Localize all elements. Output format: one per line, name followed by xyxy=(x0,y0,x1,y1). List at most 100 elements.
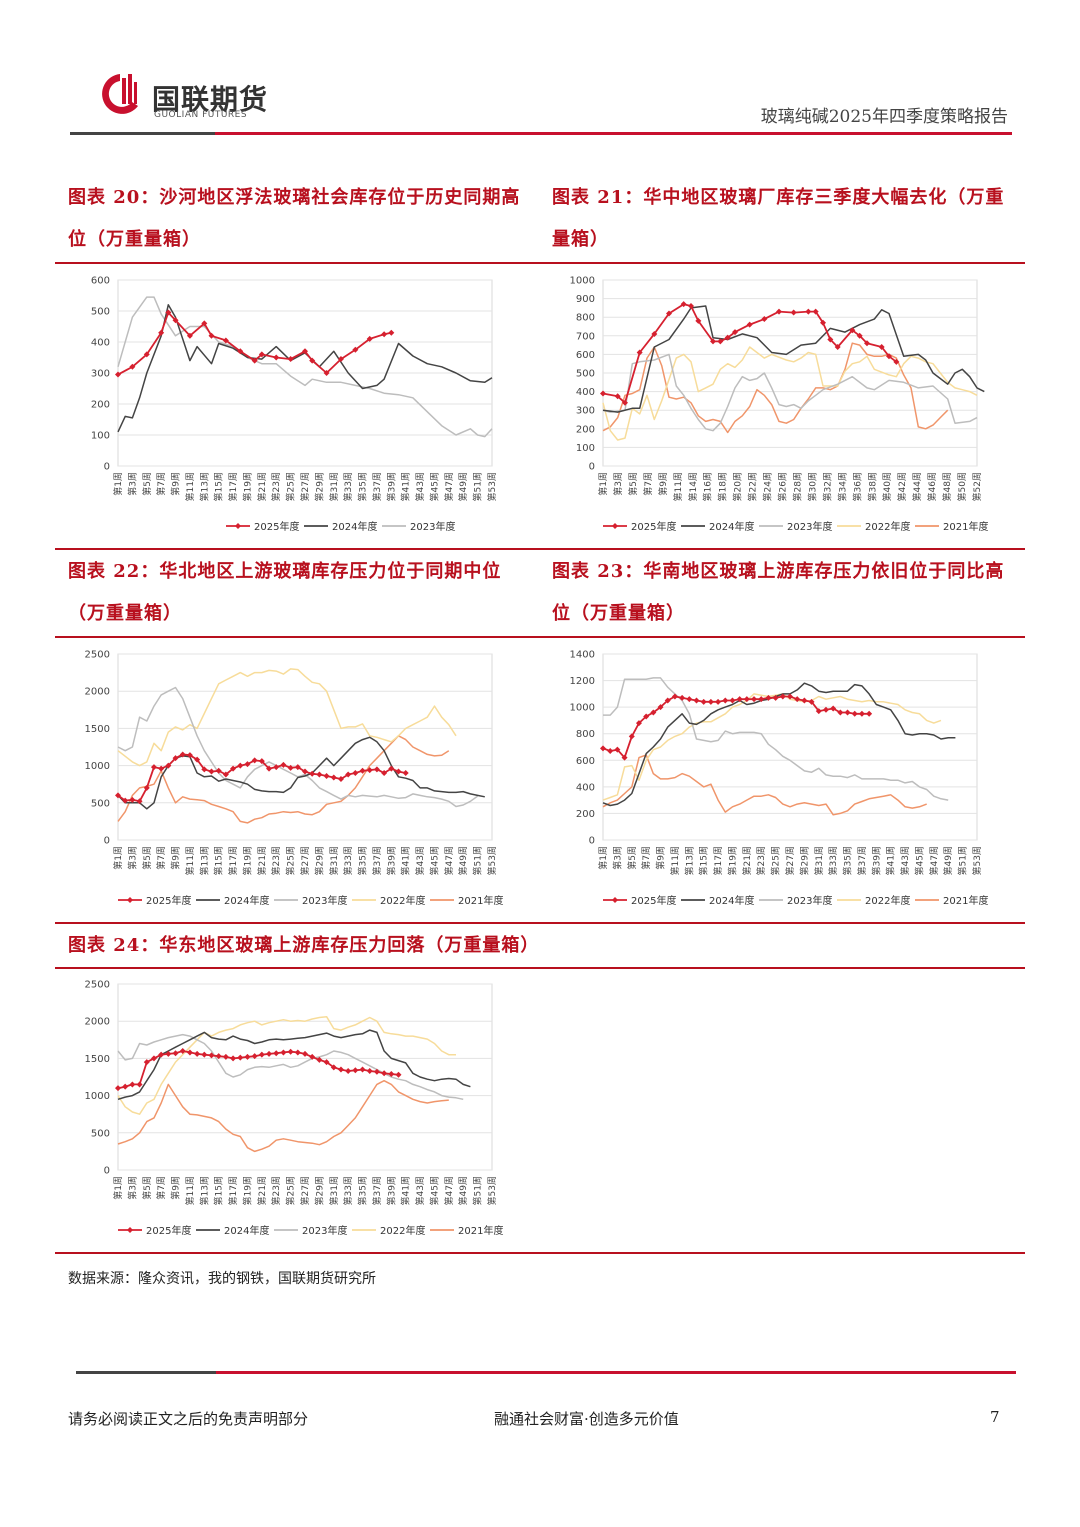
figure-title-21-text: 图表 21：华中地区玻璃厂库存三季度大幅去化（万重量箱） xyxy=(552,187,1005,250)
series-point xyxy=(787,693,793,700)
x-tick-label: 第25周 xyxy=(285,1176,297,1205)
series-point xyxy=(179,1047,186,1054)
series-point xyxy=(366,767,373,774)
y-tick-label: 300 xyxy=(576,406,595,417)
x-tick-label: 第48周 xyxy=(941,472,953,501)
series-line-2021年度 xyxy=(117,1079,449,1153)
chart-fig22: 05001000150020002500第1周 第3周 第5周 第7周 第9周 第11周第… xyxy=(85,650,504,908)
series-point xyxy=(258,1051,265,1058)
company-name-en: GUOLIAN FUTURES xyxy=(154,110,248,120)
series-point xyxy=(893,358,900,365)
x-tick-label: 第35周 xyxy=(357,472,369,501)
x-tick-label: 第9周 xyxy=(170,472,182,496)
series-point xyxy=(729,697,736,704)
y-tick-label: 100 xyxy=(576,443,595,454)
x-tick-label: 第19周 xyxy=(726,846,738,875)
series-point xyxy=(129,796,136,803)
y-tick-label: 600 xyxy=(91,276,110,287)
series-point xyxy=(194,756,201,763)
footer-disclaimer: 请务必阅读正文之后的免责声明部分 xyxy=(68,1410,309,1428)
y-tick-label: 600 xyxy=(576,350,595,361)
legend-label: 2024年度 xyxy=(709,520,754,533)
series-point xyxy=(657,704,664,711)
x-tick-label: 第44周 xyxy=(911,472,923,501)
series-point xyxy=(715,698,722,705)
series-point xyxy=(693,697,700,704)
series-line-2025年度 xyxy=(117,311,392,376)
series-point xyxy=(607,747,614,754)
series-point xyxy=(878,343,885,350)
series-point xyxy=(208,768,215,775)
series-point xyxy=(273,1050,280,1057)
series-point xyxy=(143,1059,150,1066)
x-tick-label: 第42周 xyxy=(896,472,908,501)
x-tick-label: 第43周 xyxy=(414,1176,426,1205)
series-point xyxy=(395,768,402,775)
figure-title-21: 图表 21：华中地区玻璃厂库存三季度大幅去化（万重量箱） xyxy=(552,177,1022,261)
series-line-2023年度 xyxy=(603,677,949,801)
series-point xyxy=(302,768,308,775)
x-tick-label: 第11周 xyxy=(184,472,196,501)
x-tick-label: 第23周 xyxy=(270,472,282,501)
series-point xyxy=(143,784,150,791)
x-tick-label: 第37周 xyxy=(371,1176,383,1205)
series-point xyxy=(337,775,344,782)
chart-fig23: 0 200 400 600 800 1000 1200 1400 第1周 第3周 第5周 第7周 第9周… xyxy=(570,650,989,908)
x-tick-label: 第34周 xyxy=(836,472,848,501)
series-point xyxy=(402,770,409,777)
series-point xyxy=(244,1053,251,1060)
legend-label: 2023年度 xyxy=(410,520,455,533)
header-rule-dark xyxy=(70,132,215,135)
x-tick-label: 第5周 xyxy=(141,472,153,496)
y-tick-label: 0 xyxy=(589,462,595,473)
x-tick-label: 第53周 xyxy=(486,846,498,875)
y-tick-label: 1000 xyxy=(85,1091,110,1102)
y-tick-label: 700 xyxy=(576,331,595,342)
series-point xyxy=(122,1083,129,1090)
x-tick-label: 第7周 xyxy=(155,1176,167,1200)
series-point xyxy=(886,353,892,360)
series-line-2022年度 xyxy=(117,668,457,767)
x-tick-label: 第9周 xyxy=(170,1176,182,1200)
series-point xyxy=(345,771,352,778)
series-point xyxy=(622,399,628,406)
legend-marker xyxy=(235,523,241,529)
x-tick-label: 第32周 xyxy=(821,472,833,501)
series-point xyxy=(352,770,359,777)
figure-title-24: 图表 24：华东地区玻璃上游库存压力回落（万重量箱） xyxy=(68,925,968,967)
series-point xyxy=(772,694,779,701)
x-tick-label: 第43周 xyxy=(899,846,911,875)
series-point xyxy=(115,371,121,378)
series-point xyxy=(280,761,287,768)
x-tick-label: 第11周 xyxy=(184,846,196,875)
x-tick-label: 第37周 xyxy=(371,846,383,875)
panel-rule-row1 xyxy=(55,262,1025,264)
series-point xyxy=(280,1049,287,1056)
y-tick-label: 2500 xyxy=(85,650,110,661)
y-tick-label: 1500 xyxy=(85,724,110,735)
series-point xyxy=(251,1053,258,1060)
series-point xyxy=(830,705,837,712)
x-tick-label: 第41周 xyxy=(400,846,412,875)
y-tick-label: 100 xyxy=(91,431,110,442)
y-tick-label: 400 xyxy=(576,387,595,398)
logo-mark-icon xyxy=(102,74,138,114)
series-point xyxy=(136,798,143,805)
series-point xyxy=(815,708,822,715)
series-point xyxy=(208,332,215,339)
x-tick-label: 第15周 xyxy=(213,1176,225,1205)
series-point xyxy=(724,334,731,341)
legend-label: 2021年度 xyxy=(458,894,503,907)
y-tick-label: 200 xyxy=(576,809,595,820)
x-tick-label: 第11周 xyxy=(184,1176,196,1205)
figure-title-20: 图表 20：沙河地区浮法玻璃社会库存位于历史同期高位（万重量箱） xyxy=(68,177,538,261)
series-point xyxy=(366,335,373,342)
series-point xyxy=(812,308,819,315)
x-tick-label: 第9周 xyxy=(170,846,182,870)
series-point xyxy=(186,332,193,339)
series-point xyxy=(222,1053,229,1060)
x-tick-label: 第49周 xyxy=(457,472,469,501)
x-tick-label: 第23周 xyxy=(270,1176,282,1205)
x-tick-label: 第38周 xyxy=(866,472,878,501)
